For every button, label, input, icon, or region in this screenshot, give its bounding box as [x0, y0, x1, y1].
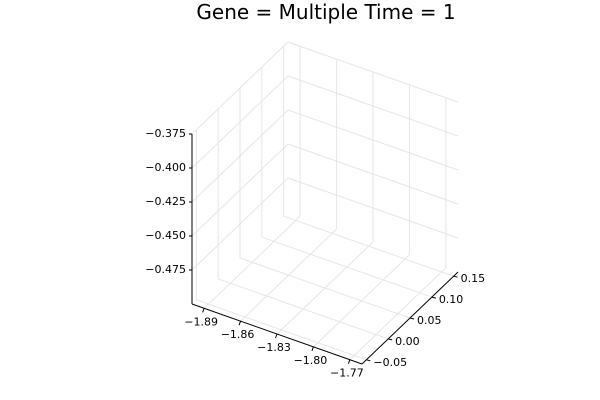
y-tick-label: 0.15: [461, 272, 486, 285]
z-tick-label: −0.475: [145, 263, 186, 276]
chart-title: Gene = Multiple Time = 1: [196, 0, 455, 24]
z-tick-label: −0.450: [145, 229, 186, 242]
y-tick-label: 0.10: [439, 293, 464, 306]
x-tick-mark: [311, 346, 314, 352]
grid-lines: [191, 41, 459, 361]
y-tick-mark: [409, 317, 415, 320]
grid-line-y-floor: [283, 215, 454, 277]
grid-line-z-side: [191, 41, 289, 135]
x-tick-mark: [275, 333, 278, 339]
grid-line-z-back: [287, 41, 459, 103]
x-tick-label: −1.80: [294, 354, 328, 367]
y-tick-label: −0.05: [373, 356, 407, 369]
grid-line-z-back: [287, 143, 459, 205]
y-tick-mark: [366, 359, 371, 362]
grid-line-z-back: [287, 75, 459, 137]
x-tick-label: −1.77: [330, 367, 364, 380]
y-tick-mark: [453, 275, 458, 278]
grid-line-z-side: [191, 177, 289, 271]
x-tick-mark: [238, 320, 242, 326]
grid-line-y-floor: [218, 278, 389, 340]
grid-line-z-back: [287, 109, 459, 171]
grid-line-z-side: [191, 143, 289, 237]
x-tick-mark: [347, 359, 351, 364]
grid-line-z-side: [191, 109, 289, 203]
y-tick-mark: [431, 296, 436, 299]
grid-line-z-back: [287, 177, 459, 239]
x-axis-ticks: −1.89−1.86−1.83−1.80−1.77: [184, 308, 364, 380]
x-tick-mark: [202, 308, 205, 313]
x-tick-label: −1.89: [184, 315, 218, 328]
grid-line-y-floor: [239, 257, 411, 319]
z-axis-ticks: −0.475 −0.450 −0.425 −0.400 −0.375: [145, 127, 192, 276]
grid-line-y-floor: [261, 236, 432, 298]
z-tick-label: −0.375: [145, 127, 186, 140]
x-tick-label: −1.83: [257, 341, 291, 354]
grid-line-y-floor: [196, 299, 367, 361]
y-tick-label: 0.00: [395, 335, 420, 348]
z-tick-label: −0.400: [145, 161, 186, 174]
y-tick-mark: [388, 338, 393, 341]
y-axis-ticks: −0.05 0.00 0.05 0.10 0.15: [366, 272, 485, 369]
z-tick-label: −0.425: [145, 195, 186, 208]
y-tick-label: 0.05: [417, 314, 442, 327]
grid-line-z-side: [191, 75, 289, 169]
x-tick-label: −1.86: [221, 328, 255, 341]
